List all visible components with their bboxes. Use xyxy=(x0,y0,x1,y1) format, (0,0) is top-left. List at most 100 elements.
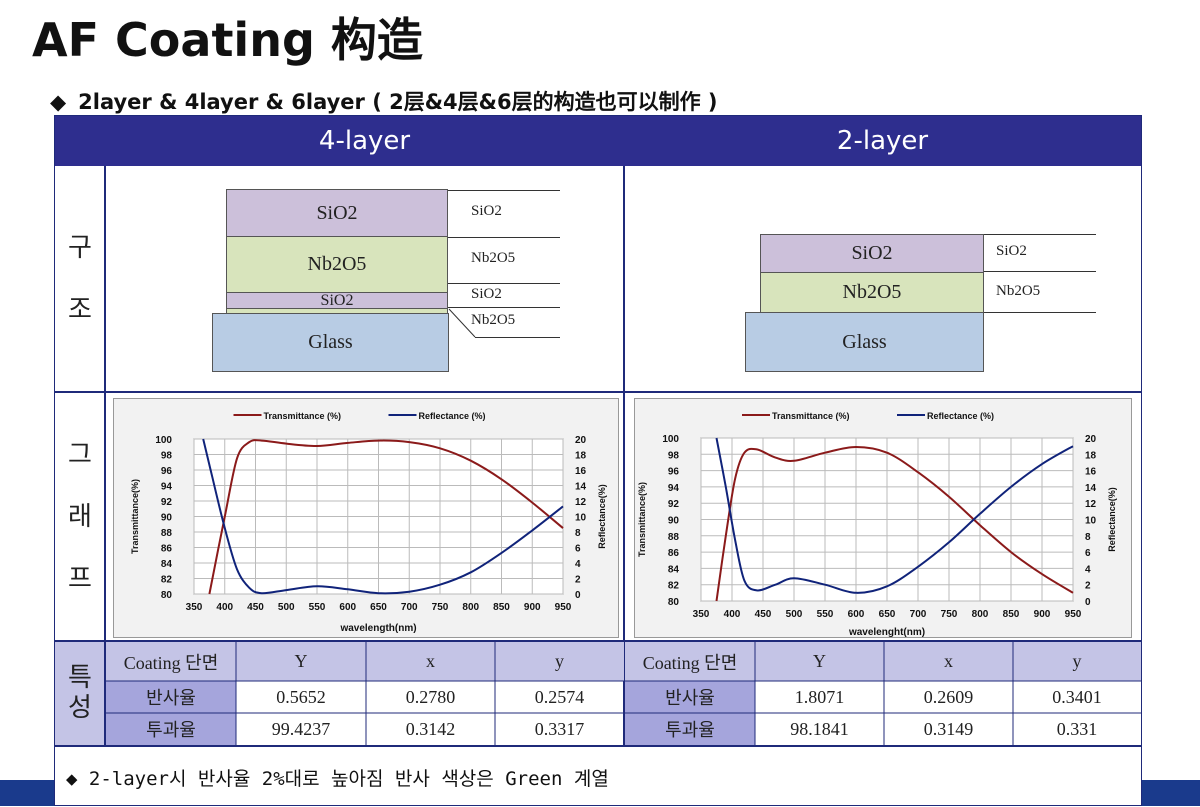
prop-value: 0.3401 xyxy=(1052,686,1102,707)
y-tick-label-right: 6 xyxy=(575,544,581,555)
y-tick-label-right: 0 xyxy=(575,590,581,601)
y-tick-label-left: 96 xyxy=(668,467,680,478)
y-tick-label-left: 84 xyxy=(668,564,680,575)
y-tick-label-right: 18 xyxy=(1085,450,1097,461)
prop-header-Y: Y xyxy=(236,642,366,681)
y-tick-label-left: 82 xyxy=(161,575,173,586)
grid-line xyxy=(55,640,1141,642)
prop-row-label-reflect: 반사율 xyxy=(625,681,755,713)
y-axis-label-left: Transmittance(%) xyxy=(130,479,140,554)
y-tick-label-left: 80 xyxy=(161,590,173,601)
prop-header-Y: Y xyxy=(755,642,884,681)
x-tick-label: 750 xyxy=(941,609,958,620)
grid-line xyxy=(104,166,106,746)
y-axis-label-right: Reflectance(%) xyxy=(597,484,607,549)
x-tick-label: 600 xyxy=(339,602,356,613)
series-line xyxy=(202,438,564,595)
callout-line xyxy=(448,283,560,284)
x-tick-label: 650 xyxy=(370,602,387,613)
prop-header-y: y xyxy=(495,642,624,681)
prop-value: 0.331 xyxy=(1056,718,1098,739)
header-4layer: 4-layer xyxy=(105,116,624,166)
y-tick-label-right: 8 xyxy=(575,528,581,539)
callout-leader xyxy=(448,308,476,338)
y-tick-label-right: 2 xyxy=(575,575,581,586)
x-tick-label: 350 xyxy=(186,602,203,613)
legend-label: Reflectance (%) xyxy=(419,411,486,421)
layer-nb2o5: Nb2O5 xyxy=(226,236,448,293)
prop-row-label-trans: 투과율 xyxy=(625,713,755,745)
y-tick-label-right: 20 xyxy=(575,435,587,446)
x-axis-label: wavelength(nm) xyxy=(339,623,416,634)
x-tick-label: 900 xyxy=(524,602,541,613)
note: ◆ 2-layer시 반사율 2%대로 높아짐 반사 색상은 Green 계열 xyxy=(66,764,609,791)
prop-header-coating: Coating 단면 xyxy=(106,642,236,681)
row-label-char: 프 xyxy=(68,563,92,594)
row-label-char: 그 xyxy=(68,439,92,470)
x-tick-label: 900 xyxy=(1034,609,1051,620)
y-tick-label-right: 8 xyxy=(1085,532,1091,543)
prop-value: 0.3149 xyxy=(923,718,974,739)
prop-row-label-reflect: 반사율 xyxy=(106,681,236,713)
prop-header-x: x xyxy=(884,642,1013,681)
y-tick-label-left: 80 xyxy=(668,597,680,608)
x-tick-label: 350 xyxy=(693,609,710,620)
y-tick-label-right: 12 xyxy=(575,497,587,508)
x-axis-label: wavelenght(nm) xyxy=(848,627,925,637)
x-tick-label: 750 xyxy=(432,602,449,613)
y-tick-label-left: 90 xyxy=(161,513,173,524)
x-tick-label: 450 xyxy=(755,609,772,620)
row-label-char: 래 xyxy=(68,501,92,532)
callout-line xyxy=(984,234,1096,235)
y-tick-label-left: 94 xyxy=(668,483,680,494)
prop-value: 0.3317 xyxy=(534,718,585,739)
y-tick-label-right: 20 xyxy=(1085,434,1097,445)
prop-value: 0.5652 xyxy=(276,686,326,707)
callout-line xyxy=(448,190,560,191)
callout-line xyxy=(448,237,560,238)
x-tick-label: 450 xyxy=(247,602,264,613)
x-tick-label: 700 xyxy=(910,609,927,620)
header-corner xyxy=(55,116,105,166)
layer-sio2-top: SiO2 xyxy=(226,189,448,237)
y-tick-label-left: 82 xyxy=(668,581,680,592)
y-tick-label-right: 16 xyxy=(575,466,587,477)
y-tick-label-left: 90 xyxy=(668,516,680,527)
y-tick-label-left: 84 xyxy=(161,559,173,570)
y-tick-label-right: 14 xyxy=(1085,483,1097,494)
legend-label: Transmittance (%) xyxy=(772,411,850,421)
legend-label: Transmittance (%) xyxy=(264,411,342,421)
subtitle: ◆ 2layer & 4layer & 6layer ( 2层&4层&6层的构造也… xyxy=(50,86,718,116)
prop-header-x: x xyxy=(366,642,495,681)
x-tick-label: 550 xyxy=(817,609,834,620)
row-label-char: 조 xyxy=(68,295,92,325)
header-2layer: 2-layer xyxy=(624,116,1141,166)
chart-2layer: 350 400 450 500 550 600 650 700 750 800 850 900 950 8… xyxy=(634,398,1132,638)
prop-value: 0.2574 xyxy=(534,686,585,707)
chart-4layer-svg: 350 400 450 500 550 600 650 700 750 800 850 900 9508… xyxy=(130,411,607,634)
y-tick-label-right: 16 xyxy=(1085,467,1097,478)
row-label-structure: 구 조 xyxy=(55,166,105,392)
callout-line xyxy=(475,337,560,338)
row-label-char: 성 xyxy=(68,693,92,723)
row-label-graph: 그 래 프 xyxy=(55,392,105,641)
y-tick-label-right: 10 xyxy=(1085,516,1097,527)
prop-header-y: y xyxy=(1013,642,1141,681)
y-tick-label-right: 10 xyxy=(575,513,587,524)
y-tick-label-left: 98 xyxy=(668,450,680,461)
y-tick-label-right: 2 xyxy=(1085,581,1091,592)
y-axis-label-left: Transmittance(%) xyxy=(637,482,647,557)
y-tick-label-right: 18 xyxy=(575,451,587,462)
y-tick-label-left: 100 xyxy=(155,435,172,446)
layer-glass: Glass xyxy=(212,313,449,372)
prop-row-label-trans: 투과율 xyxy=(106,713,236,745)
bullet-diamond-icon: ◆ xyxy=(66,768,78,790)
x-tick-label: 550 xyxy=(309,602,326,613)
y-tick-label-left: 96 xyxy=(161,466,173,477)
footer-bar-right xyxy=(1142,780,1200,806)
x-tick-label: 800 xyxy=(972,609,989,620)
bullet-diamond-icon: ◆ xyxy=(50,90,67,114)
x-tick-label: 950 xyxy=(1065,609,1082,620)
y-tick-label-right: 12 xyxy=(1085,499,1097,510)
prop-value: 99.4237 xyxy=(271,718,331,739)
